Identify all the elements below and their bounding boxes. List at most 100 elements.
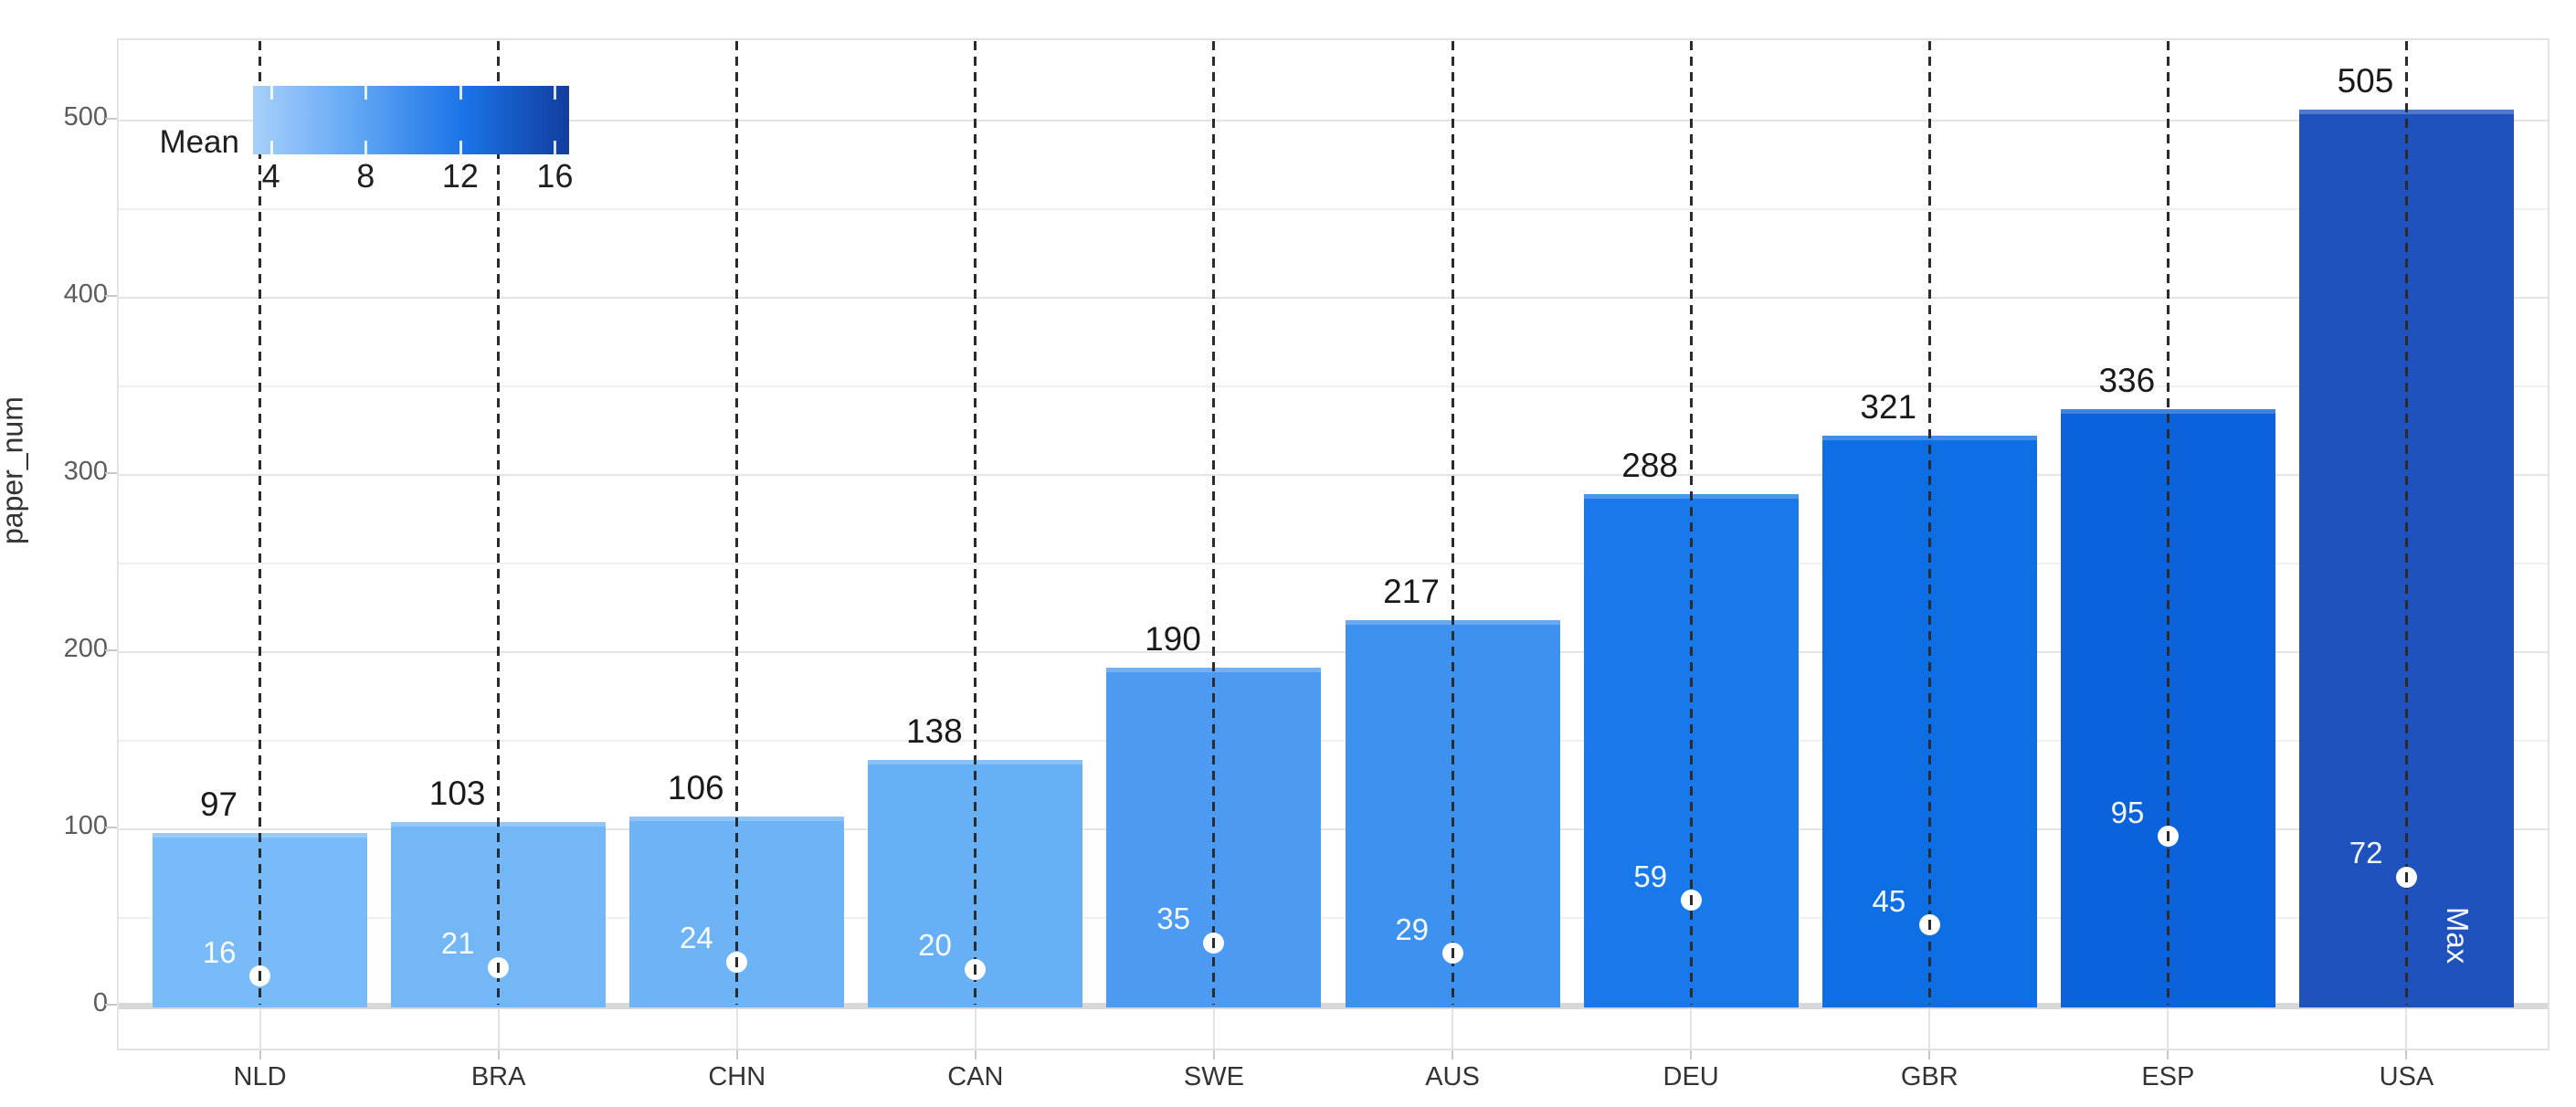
dashed-center-line-NLD bbox=[259, 41, 262, 1005]
dashed-center-line-USA bbox=[2404, 41, 2408, 1005]
mean-value-label-ESP: 95 bbox=[2110, 795, 2145, 829]
mean-dot-SWE[interactable] bbox=[1203, 932, 1225, 954]
mean-dot-GBR[interactable] bbox=[1918, 914, 1940, 936]
y-tick-label-500: 500 bbox=[63, 102, 108, 132]
annotation-max: Max bbox=[2441, 907, 2476, 965]
dashed-center-line-CAN bbox=[974, 41, 977, 1005]
mean-dot-CAN[interactable] bbox=[965, 958, 987, 980]
bar-value-label-CHN: 106 bbox=[667, 769, 724, 807]
axis-drop-line-USA bbox=[2405, 1005, 2408, 1050]
axis-drop-line-CAN bbox=[974, 1005, 977, 1050]
legend-tick-label-12: 12 bbox=[441, 157, 479, 195]
x-category-label-GBR[interactable]: GBR bbox=[1900, 1062, 1958, 1091]
x-tick-mark-DEU bbox=[1690, 1050, 1693, 1060]
dashed-center-line-GBR bbox=[1927, 41, 1931, 1005]
x-category-label-NLD[interactable]: NLD bbox=[233, 1062, 287, 1091]
x-tick-mark-SWE bbox=[1212, 1050, 1215, 1060]
x-tick-mark-CHN bbox=[735, 1050, 738, 1060]
bar-value-label-AUS: 217 bbox=[1383, 573, 1440, 611]
axis-drop-line-DEU bbox=[1690, 1005, 1693, 1050]
legend-notch-top-4 bbox=[269, 86, 273, 100]
axis-drop-line-SWE bbox=[1212, 1005, 1215, 1050]
mean-value-label-CHN: 24 bbox=[680, 921, 713, 955]
x-category-label-BRA[interactable]: BRA bbox=[470, 1062, 526, 1091]
mean-dot-CHN[interactable] bbox=[726, 951, 748, 973]
gridline-350 bbox=[119, 385, 2548, 387]
y-tick-mark-400 bbox=[105, 295, 117, 297]
axis-drop-line-BRA bbox=[497, 1005, 500, 1050]
y-tick-label-300: 300 bbox=[63, 457, 108, 486]
legend-gradient-bar[interactable] bbox=[253, 86, 569, 154]
dashed-center-line-DEU bbox=[1689, 41, 1693, 1005]
mean-dot-BRA[interactable] bbox=[488, 956, 510, 978]
x-category-label-SWE[interactable]: SWE bbox=[1183, 1062, 1244, 1091]
x-tick-mark-AUS bbox=[1452, 1050, 1454, 1060]
axis-drop-line-GBR bbox=[1928, 1005, 1931, 1050]
bar-value-label-DEU: 288 bbox=[1621, 447, 1678, 485]
bar-value-label-ESP: 336 bbox=[2098, 362, 2156, 400]
x-tick-mark-USA bbox=[2405, 1050, 2408, 1060]
y-tick-label-400: 400 bbox=[63, 279, 108, 309]
x-tick-mark-NLD bbox=[259, 1050, 261, 1060]
y-tick-mark-200 bbox=[105, 649, 117, 651]
mean-value-label-BRA: 21 bbox=[440, 926, 475, 961]
legend-tick-label-16: 16 bbox=[536, 157, 574, 195]
bar-value-label-SWE: 190 bbox=[1145, 620, 1201, 659]
x-category-label-CAN[interactable]: CAN bbox=[947, 1062, 1004, 1091]
mean-value-label-SWE: 35 bbox=[1156, 901, 1190, 936]
gridline-200 bbox=[119, 651, 2548, 653]
axis-drop-line-CHN bbox=[735, 1005, 738, 1050]
mean-dot-NLD[interactable] bbox=[249, 965, 271, 987]
dashed-center-line-CHN bbox=[735, 41, 739, 1005]
mean-dot-DEU[interactable] bbox=[1680, 890, 1702, 912]
gridline-450 bbox=[119, 208, 2548, 210]
legend-notch-bottom-8 bbox=[364, 141, 368, 154]
legend-notch-bottom-4 bbox=[269, 141, 273, 154]
mean-value-label-CAN: 20 bbox=[918, 928, 952, 963]
dashed-center-line-ESP bbox=[2166, 41, 2170, 1005]
zero-axis-line bbox=[119, 1003, 2548, 1009]
bar-value-label-CAN: 138 bbox=[905, 712, 963, 751]
axis-drop-line-AUS bbox=[1452, 1005, 1454, 1050]
y-tick-mark-0 bbox=[105, 1004, 117, 1006]
y-tick-mark-300 bbox=[105, 472, 117, 474]
x-category-label-USA[interactable]: USA bbox=[2379, 1062, 2434, 1091]
x-category-label-DEU[interactable]: DEU bbox=[1663, 1062, 1719, 1091]
gridline-100 bbox=[119, 828, 2548, 830]
y-axis-title: paper_num bbox=[0, 396, 29, 544]
x-tick-mark-BRA bbox=[497, 1050, 500, 1060]
y-tick-mark-100 bbox=[105, 827, 117, 828]
gridline-50 bbox=[119, 917, 2548, 919]
gridline-400 bbox=[119, 297, 2548, 299]
x-category-label-CHN[interactable]: CHN bbox=[708, 1062, 766, 1091]
mean-dot-ESP[interactable] bbox=[2157, 826, 2179, 848]
axis-drop-line-NLD bbox=[259, 1005, 261, 1050]
gridline-250 bbox=[119, 563, 2548, 564]
mean-value-label-USA: 72 bbox=[2349, 836, 2383, 870]
y-tick-label-100: 100 bbox=[63, 811, 108, 840]
legend-notch-bottom-16 bbox=[554, 141, 557, 154]
legend-notch-bottom-12 bbox=[459, 141, 462, 154]
mean-value-label-NLD: 16 bbox=[202, 934, 237, 969]
legend-tick-label-4: 4 bbox=[261, 157, 280, 195]
y-tick-label-0: 0 bbox=[92, 988, 108, 1017]
mean-dot-AUS[interactable] bbox=[1441, 943, 1463, 965]
mean-value-label-GBR: 45 bbox=[1872, 883, 1906, 918]
mean-dot-USA[interactable] bbox=[2395, 866, 2417, 888]
y-tick-label-200: 200 bbox=[63, 634, 108, 663]
legend-title: Mean bbox=[159, 124, 239, 160]
x-category-label-AUS[interactable]: AUS bbox=[1425, 1062, 1480, 1091]
bar-value-label-USA: 505 bbox=[2337, 62, 2394, 100]
gridline-500 bbox=[119, 120, 2548, 121]
legend-notch-top-16 bbox=[554, 86, 557, 100]
x-tick-mark-ESP bbox=[2167, 1050, 2170, 1060]
x-tick-mark-CAN bbox=[974, 1050, 977, 1060]
x-tick-mark-GBR bbox=[1928, 1050, 1931, 1060]
legend-tick-label-8: 8 bbox=[356, 157, 375, 195]
mean-value-label-DEU: 59 bbox=[1633, 859, 1668, 893]
x-category-label-ESP[interactable]: ESP bbox=[2141, 1062, 2195, 1091]
mean-value-label-AUS: 29 bbox=[1395, 912, 1430, 946]
legend-notch-top-12 bbox=[459, 86, 462, 100]
y-tick-mark-500 bbox=[105, 118, 117, 120]
